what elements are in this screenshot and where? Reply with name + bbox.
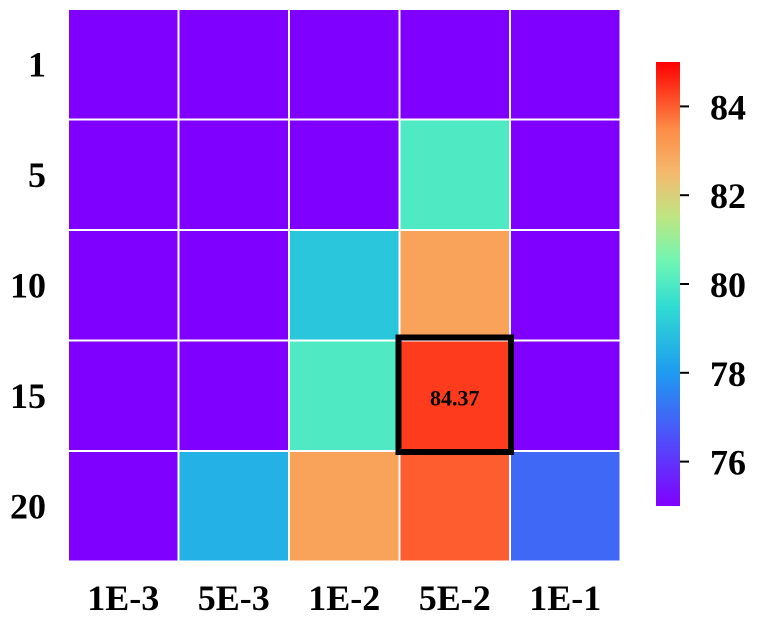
x-tick-label: 5E-3: [198, 578, 270, 618]
heatmap-cell: [509, 450, 622, 563]
x-axis-tick-labels: 1E-3 5E-3 1E-2 5E-2 1E-1: [87, 578, 601, 618]
colorbar: 76 78 80 82 84: [656, 62, 746, 506]
heatmap-cell: [67, 118, 180, 231]
heatmap-cell: [67, 450, 180, 563]
heatmap-cell: [509, 229, 622, 342]
colorbar-tick-label: 76: [710, 443, 746, 483]
heatmap-cell: [398, 339, 511, 452]
heatmap-cell: [288, 450, 401, 563]
heatmap-cell: [288, 8, 401, 121]
heatmap-cell: [509, 8, 622, 121]
heatmap-cell: [177, 118, 290, 231]
heatmap-cell: [398, 8, 511, 121]
highlight-layer: 84.37: [395, 334, 514, 455]
heatmap-cell: [288, 118, 401, 231]
colorbar-tick-label: 78: [710, 354, 746, 394]
heatmap-cell: [509, 339, 622, 452]
highlight-box: [395, 334, 514, 455]
y-tick-label: 20: [10, 486, 46, 526]
heatmap-cell: [288, 339, 401, 452]
y-tick-label: 15: [10, 376, 46, 416]
heatmap-cell: [67, 339, 180, 452]
y-tick-label: 1: [28, 44, 46, 84]
heatmap-cell: [177, 339, 290, 452]
heatmap-cell: [67, 229, 180, 342]
heatmap-cell: [398, 118, 511, 231]
heatmap-cell: [288, 229, 401, 342]
x-tick-label: 1E-1: [529, 578, 601, 618]
heatmap-cell: [177, 8, 290, 121]
y-tick-label: 5: [28, 155, 46, 195]
colorbar-tick-label: 82: [710, 176, 746, 216]
colorbar-tick-label: 84: [710, 87, 746, 127]
heatmap-cell: [398, 450, 511, 563]
heatmap-cells: [67, 8, 622, 563]
heatmap-cell: [67, 8, 180, 121]
heatmap-cell: [177, 450, 290, 563]
x-tick-label: 1E-2: [308, 578, 380, 618]
heatmap-cell: [398, 229, 511, 342]
heatmap-cell: [509, 118, 622, 231]
heatmap-cell: [177, 229, 290, 342]
y-tick-label: 10: [10, 265, 46, 305]
x-tick-label: 5E-2: [419, 578, 491, 618]
colorbar-tick-label: 80: [710, 265, 746, 305]
colorbar-gradient: [656, 62, 680, 506]
x-tick-label: 1E-3: [87, 578, 159, 618]
highlight-value-label: 84.37: [430, 385, 480, 410]
